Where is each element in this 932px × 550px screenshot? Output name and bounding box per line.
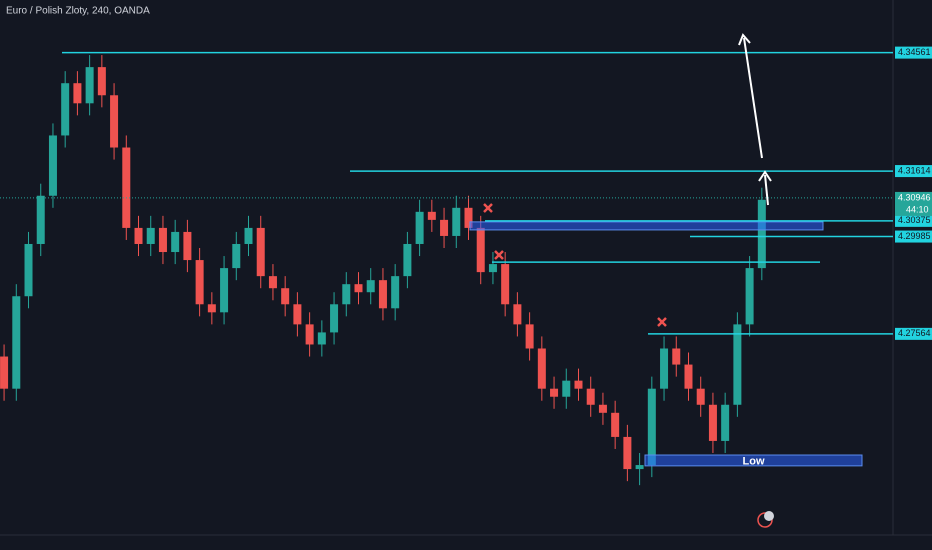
candle-body (330, 304, 339, 333)
candle-body (220, 268, 229, 313)
candle-body (232, 243, 241, 269)
candle-body (611, 412, 620, 437)
candle-body (244, 227, 253, 244)
candle-body (415, 211, 424, 244)
x-marker (483, 203, 493, 213)
arrow-head (738, 33, 751, 46)
candle-body (305, 324, 314, 345)
chart-title: Euro / Polish Zloty, 240, OANDA (6, 6, 150, 17)
candle-body (525, 324, 534, 349)
candle-body (207, 304, 216, 313)
candle-body (440, 219, 449, 236)
candle-body (36, 195, 45, 244)
candle-body (24, 243, 33, 297)
candle-body (85, 67, 94, 104)
candle-body (61, 83, 70, 136)
candle-body (427, 211, 436, 220)
candle-body (268, 276, 277, 289)
x-marker (657, 317, 667, 327)
candle-body (586, 388, 595, 405)
candle-body (110, 95, 119, 148)
candle-body (708, 404, 717, 441)
candle-body (317, 332, 326, 345)
candle-body (696, 388, 705, 405)
level-tag (895, 230, 932, 243)
zone-label: Low (743, 455, 765, 467)
candle-body (757, 199, 766, 269)
current-price-tag (895, 191, 932, 216)
candle-body (146, 227, 155, 244)
candle-body (122, 147, 131, 228)
zone (469, 221, 824, 231)
candle-body (623, 436, 632, 470)
candle-body (366, 280, 375, 293)
candle-body (647, 388, 656, 466)
candle-body (378, 280, 387, 309)
candle-body (452, 207, 461, 236)
candle-body (281, 288, 290, 305)
zone (644, 454, 863, 467)
level-tag (895, 327, 932, 340)
candle-body (403, 243, 412, 277)
candle-body (73, 83, 82, 104)
candle-body (537, 348, 546, 389)
candle-body (672, 348, 681, 365)
candle-body (501, 264, 510, 305)
countdown: 44:10 (906, 204, 929, 214)
candle-body (464, 207, 473, 228)
current-price-label: 4.30946 (898, 192, 931, 202)
candle-body (48, 135, 57, 196)
candle-body (574, 380, 583, 389)
x-markers (483, 203, 667, 327)
candle-body (134, 227, 143, 244)
arrow (764, 174, 769, 206)
candle-body (684, 364, 693, 389)
candle-body (635, 465, 644, 470)
level-label: 4.31614 (898, 165, 931, 175)
candle-body (195, 260, 204, 305)
candle-body (97, 67, 106, 96)
candle-body (513, 304, 522, 325)
level-label: 4.30375 (898, 215, 931, 225)
level-tag (895, 165, 932, 178)
candle-body (293, 304, 302, 325)
event-icon[interactable] (764, 511, 774, 521)
candle-body (12, 296, 21, 389)
arrow-head (758, 170, 772, 182)
candle-body (183, 231, 192, 261)
candle-body (598, 404, 607, 413)
candle-body (0, 356, 9, 389)
candle-body (550, 388, 559, 397)
level-label: 4.29985 (898, 231, 931, 241)
candle-body (171, 231, 180, 253)
level-tag (895, 46, 932, 59)
candle-body (476, 227, 485, 273)
candle-body (488, 264, 497, 273)
level-tag (895, 214, 932, 227)
candle-body (733, 324, 742, 405)
candle-body (721, 404, 730, 441)
candle-body (158, 227, 167, 253)
annotations (738, 33, 772, 206)
candle-body (342, 284, 351, 305)
level-label: 4.27564 (898, 328, 931, 338)
candle-body (354, 284, 363, 293)
arrow (743, 37, 763, 159)
candle-body (391, 276, 400, 309)
level-label: 4.34561 (898, 47, 931, 57)
candle-body (745, 268, 754, 325)
x-marker (494, 250, 504, 260)
candle-body (256, 227, 265, 277)
candle-body (660, 348, 669, 389)
candle-body (562, 380, 571, 397)
